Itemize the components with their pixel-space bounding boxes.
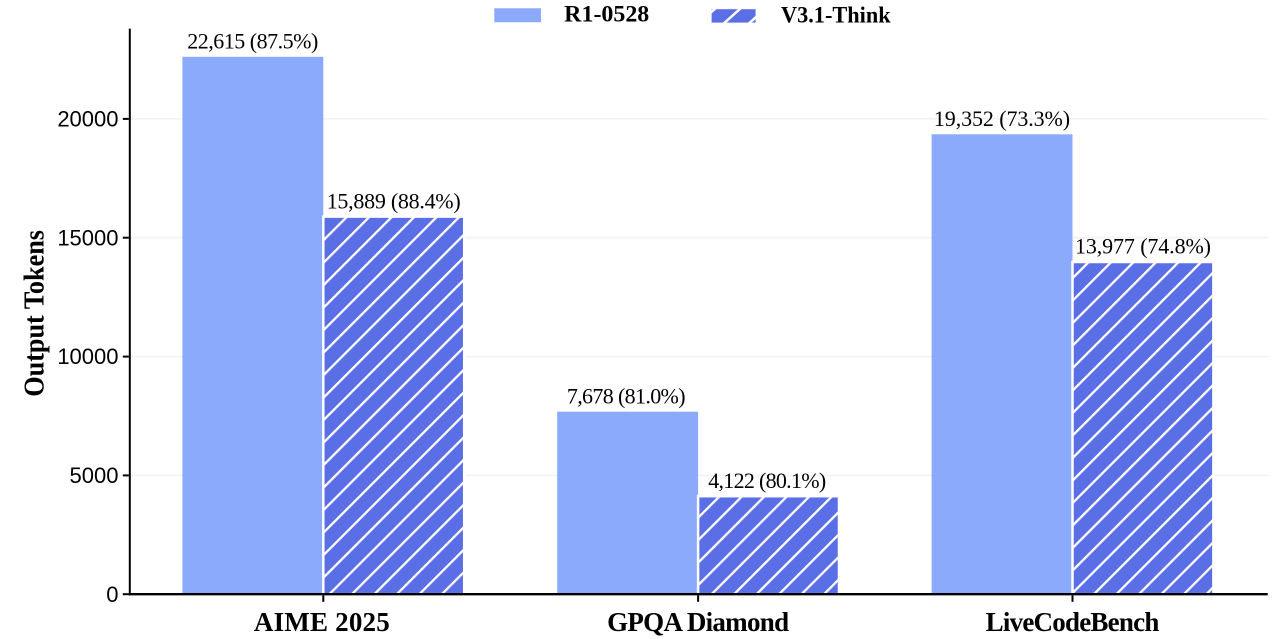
- svg-text:GPQA Diamond: GPQA Diamond: [607, 607, 789, 637]
- svg-text:22,615 (87.5%): 22,615 (87.5%): [187, 29, 318, 54]
- svg-text:LiveCodeBench: LiveCodeBench: [986, 607, 1160, 637]
- svg-text:5000: 5000: [70, 463, 119, 488]
- svg-text:R1-0528: R1-0528: [564, 2, 649, 27]
- svg-text:4,122 (80.1%): 4,122 (80.1%): [708, 468, 826, 493]
- svg-text:V3.1-Think: V3.1-Think: [781, 3, 891, 28]
- svg-text:Output Tokens: Output Tokens: [20, 230, 51, 397]
- svg-text:0: 0: [106, 582, 118, 607]
- svg-text:20000: 20000: [57, 107, 118, 132]
- svg-text:10000: 10000: [57, 344, 118, 369]
- svg-text:7,678 (81.0%): 7,678 (81.0%): [567, 383, 686, 408]
- svg-text:15,889 (88.4%): 15,889 (88.4%): [327, 188, 461, 213]
- svg-text:19,352 (73.3%): 19,352 (73.3%): [934, 106, 1070, 131]
- svg-text:15000: 15000: [57, 225, 118, 250]
- svg-text:13,977 (74.8%): 13,977 (74.8%): [1075, 234, 1211, 259]
- svg-text:AIME 2025: AIME 2025: [254, 607, 390, 637]
